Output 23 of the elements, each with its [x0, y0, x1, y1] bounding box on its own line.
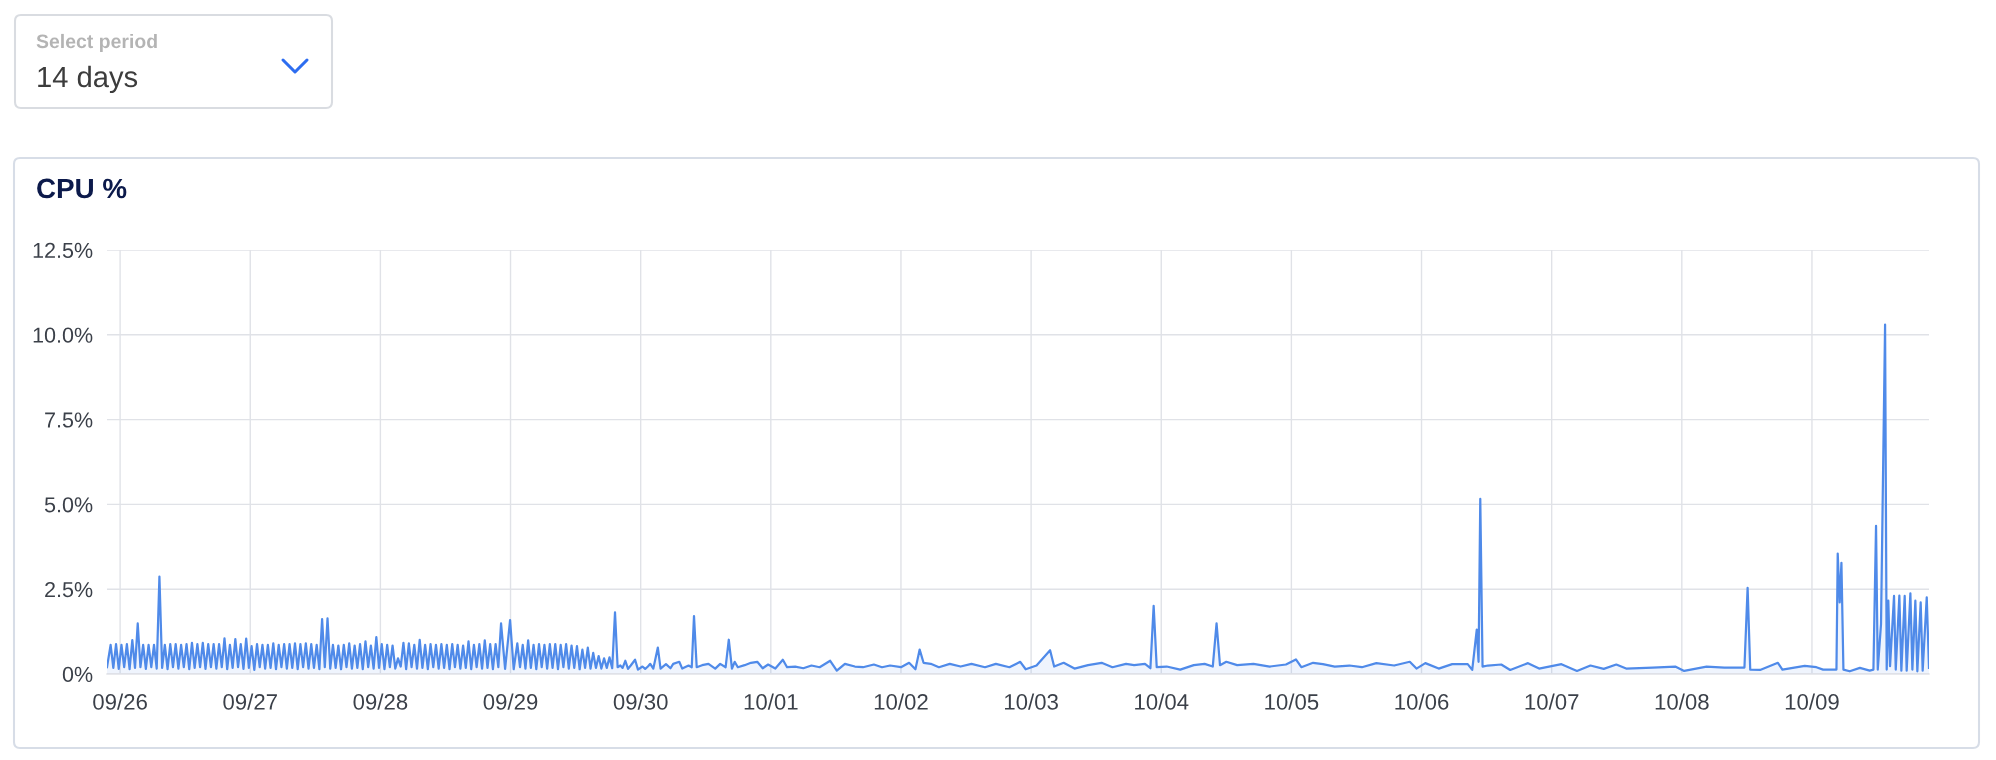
y-tick-label: 10.0%: [33, 327, 93, 343]
x-tick-label: 10/04: [1135, 693, 1189, 710]
x-tick-label: 10/03: [1005, 693, 1058, 710]
y-tick-label: 0%: [62, 666, 93, 683]
x-tick-label: 09/28: [353, 693, 408, 710]
x-tick-label: 09/30: [613, 693, 668, 710]
text: 14 days: [38, 65, 138, 94]
x-tick-label: 10/01: [744, 693, 798, 710]
x-tick-label: 10/09: [1785, 693, 1839, 710]
y-tick-label: 12.5%: [33, 242, 93, 259]
chart-title: CPU %: [37, 178, 127, 199]
text: Select period: [36, 33, 157, 53]
x-tick-label: 10/06: [1395, 693, 1449, 710]
y-tick-label: 5.0%: [44, 497, 93, 513]
x-tick-label: 10/05: [1265, 693, 1319, 710]
x-tick-label: 10/02: [874, 693, 928, 710]
x-tick-label: 10/07: [1525, 693, 1579, 710]
x-tick-label: 10/08: [1655, 693, 1709, 710]
y-tick-label: 7.5%: [45, 412, 93, 428]
x-tick-label: 09/29: [483, 693, 538, 710]
x-tick-label: 09/26: [93, 693, 147, 710]
y-tick-label: 2.5%: [45, 581, 93, 598]
x-tick-label: 09/27: [223, 693, 277, 710]
